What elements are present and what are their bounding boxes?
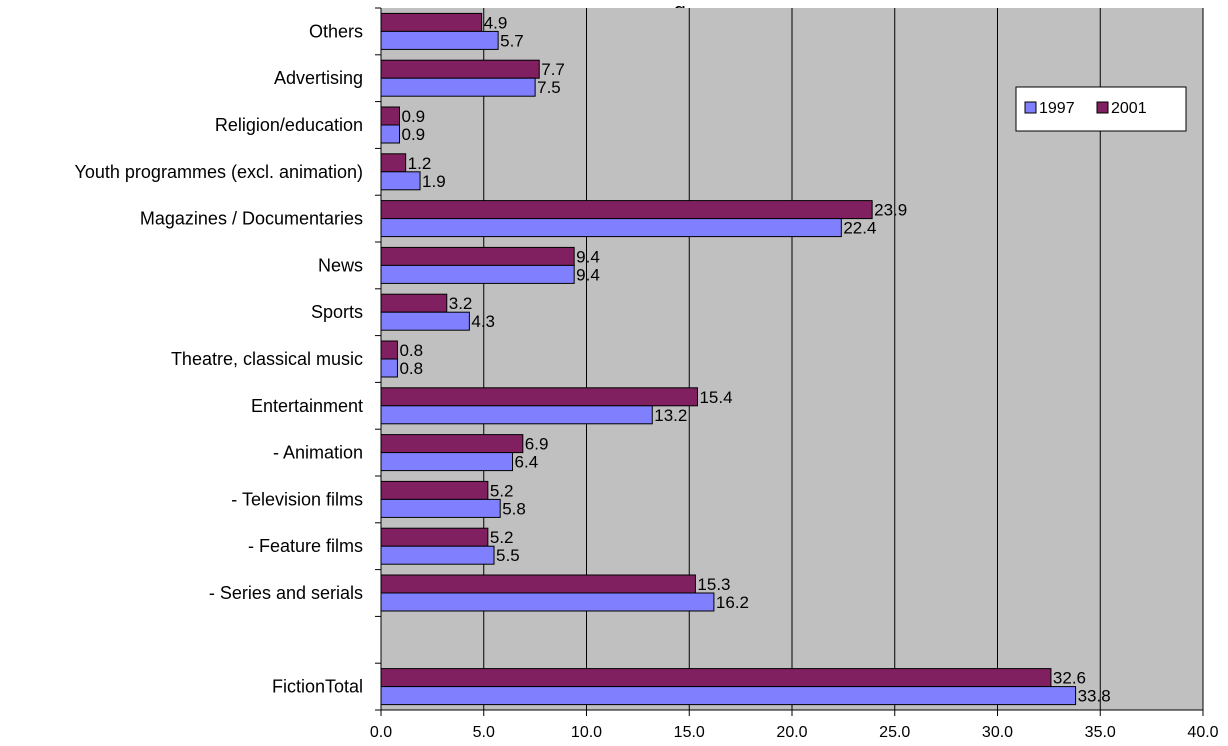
bar-2001 xyxy=(381,528,488,546)
category-label: - Feature films xyxy=(248,536,363,556)
data-label-1997: 0.9 xyxy=(401,125,425,144)
x-tick-label: 25.0 xyxy=(879,724,910,741)
data-label-1997: 22.4 xyxy=(843,219,876,238)
bar-2001 xyxy=(381,435,523,453)
legend-swatch-1997 xyxy=(1025,102,1036,113)
category-label: Others xyxy=(309,21,363,41)
category-label: Advertising xyxy=(274,68,363,88)
bar-2001 xyxy=(381,154,406,172)
category-label: Sports xyxy=(311,302,363,322)
bar-1997 xyxy=(381,687,1076,705)
data-label-1997: 16.2 xyxy=(716,593,749,612)
bar-1997 xyxy=(381,172,420,190)
data-label-1997: 13.2 xyxy=(654,406,687,425)
data-label-1997: 0.8 xyxy=(399,359,423,378)
bar-1997 xyxy=(381,31,498,49)
legend-swatch-2001 xyxy=(1097,102,1108,113)
bar-1997 xyxy=(381,265,574,283)
x-tick-label: 0.0 xyxy=(370,724,392,741)
bar-2001 xyxy=(381,388,697,406)
data-label-2001: 0.9 xyxy=(401,107,425,126)
bar-1997 xyxy=(381,359,397,377)
x-tick-label: 40.0 xyxy=(1187,724,1218,741)
bar-1997 xyxy=(381,593,714,611)
x-tick-label: 35.0 xyxy=(1085,724,1116,741)
bar-1997 xyxy=(381,312,469,330)
bar-2001 xyxy=(381,294,447,312)
data-label-1997: 7.5 xyxy=(537,78,561,97)
bar-2001 xyxy=(381,247,574,265)
bar-2001 xyxy=(381,107,399,125)
category-label: FictionTotal xyxy=(272,677,363,697)
x-tick-label: 5.0 xyxy=(473,724,495,741)
bar-2001 xyxy=(381,60,539,78)
category-label: - Series and serials xyxy=(209,583,363,603)
data-label-2001: 6.9 xyxy=(525,435,549,454)
data-label-2001: 15.4 xyxy=(699,388,732,407)
category-label: Magazines / Documentaries xyxy=(140,209,363,229)
bar-1997 xyxy=(381,219,841,237)
category-label: - Television films xyxy=(231,489,363,509)
category-label: - Animation xyxy=(273,443,363,463)
data-label-2001: 5.2 xyxy=(490,481,514,500)
x-tick-label: 15.0 xyxy=(674,724,705,741)
category-label: Entertainment xyxy=(251,396,363,416)
bar-2001 xyxy=(381,669,1051,687)
data-label-1997: 5.5 xyxy=(496,546,520,565)
x-tick-label: 30.0 xyxy=(982,724,1013,741)
legend-label-1997: 1997 xyxy=(1039,100,1075,117)
data-label-2001: 9.4 xyxy=(576,247,600,266)
bar-1997 xyxy=(381,546,494,564)
legend-label-2001: 2001 xyxy=(1111,100,1147,117)
data-label-1997: 4.3 xyxy=(471,312,495,331)
bar-1997 xyxy=(381,78,535,96)
category-label: News xyxy=(318,255,363,275)
bar-2001 xyxy=(381,201,872,219)
data-label-2001: 5.2 xyxy=(490,528,514,547)
bar-2001 xyxy=(381,575,695,593)
category-label: Theatre, classical music xyxy=(171,349,363,369)
data-label-2001: 15.3 xyxy=(697,575,730,594)
data-label-1997: 1.9 xyxy=(422,172,446,191)
data-label-2001: 7.7 xyxy=(541,60,565,79)
x-tick-label: 10.0 xyxy=(571,724,602,741)
bar-2001 xyxy=(381,481,488,499)
data-label-2001: 4.9 xyxy=(484,13,508,32)
data-label-1997: 5.7 xyxy=(500,31,524,50)
data-label-1997: 5.8 xyxy=(502,499,526,518)
data-label-1997: 9.4 xyxy=(576,265,600,284)
data-label-2001: 23.9 xyxy=(874,201,907,220)
data-label-2001: 1.2 xyxy=(408,154,432,173)
bar-2001 xyxy=(381,13,482,31)
data-label-2001: 32.6 xyxy=(1053,669,1086,688)
data-label-2001: 0.8 xyxy=(399,341,423,360)
x-tick-label: 20.0 xyxy=(776,724,807,741)
bar-1997 xyxy=(381,453,513,471)
data-label-2001: 3.2 xyxy=(449,294,473,313)
bar-1997 xyxy=(381,406,652,424)
category-label: Youth programmes (excl. animation) xyxy=(75,162,363,182)
data-label-1997: 6.4 xyxy=(515,453,539,472)
category-label: Religion/education xyxy=(215,115,363,135)
bar-2001 xyxy=(381,341,397,359)
legend: 1997 2001 xyxy=(1016,87,1186,131)
data-label-1997: 33.8 xyxy=(1078,687,1111,706)
bar-1997 xyxy=(381,499,500,517)
bar-1997 xyxy=(381,125,399,143)
